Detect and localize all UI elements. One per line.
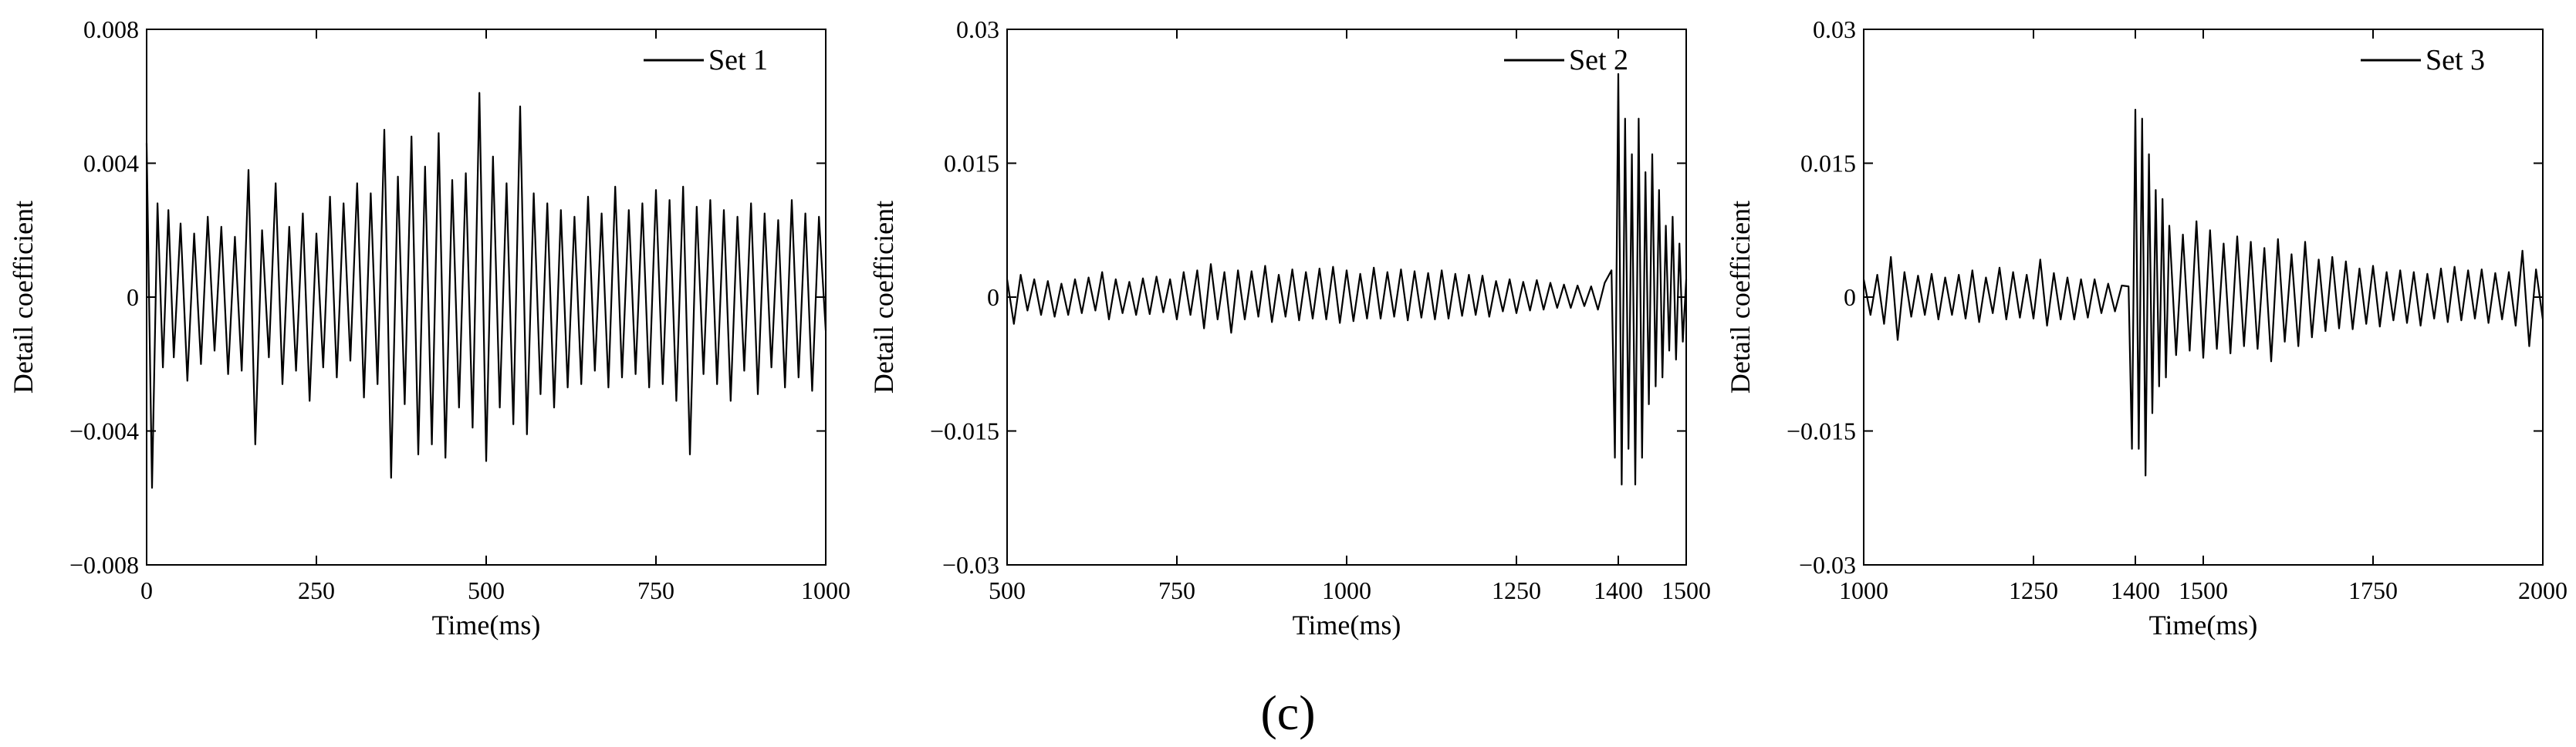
x-axis-label: Time(ms) [1293,610,1401,641]
y-tick-label: −0.03 [942,551,999,579]
y-tick-label: 0.015 [1800,150,1856,177]
y-axis-label: Detail coefficient [8,201,39,394]
series-line-3-1 [1862,109,2544,477]
legend-label: Set 3 [2426,44,2485,76]
x-tick-label: 1000 [1322,576,1371,604]
x-tick-label: 1250 [1492,576,1541,604]
y-tick-label: −0.004 [69,417,139,445]
x-tick-label: 1500 [2179,576,2228,604]
y-tick-label: 0.008 [83,15,139,43]
y-tick-label: 0.015 [944,150,999,177]
x-tick-label: 1000 [801,576,850,604]
panel-label: (c) [1260,685,1315,740]
chart-panel-2: 500 750 1000 1250 1400 1500 −0.03 −0.015 0 0.015 0… [868,15,1711,641]
y-tick-label: 0 [987,283,999,311]
y-tick-label: −0.015 [930,417,999,445]
x-tick-label: 750 [1158,576,1195,604]
legend-label: Set 1 [708,44,768,76]
x-tick-label: 250 [298,576,335,604]
x-axis-label: Time(ms) [2149,610,2258,641]
chart-panel-3: 1000 1250 1400 1500 1750 2000 −0.03 −0.015 0 0.01… [1725,15,2568,641]
plot-frame [1863,29,2544,566]
x-tick-label: 1500 [1662,576,1711,604]
y-tick-label: 0.03 [956,15,999,43]
y-axis-label: Detail coefficient [1725,201,1756,394]
x-tick-label: 500 [989,576,1026,604]
series-line-1-1 [145,92,827,489]
y-tick-label: −0.008 [69,551,139,579]
chart-panel-1: 0 250 500 750 1000 −0.008 −0.004 0 0.004 0.008 Tim… [8,15,850,641]
x-tick-label: 1250 [2009,576,2058,604]
y-tick-label: 0.03 [1813,15,1856,43]
y-axis-label: Detail coefficient [868,201,899,394]
y-tick-label: −0.03 [1799,551,1856,579]
y-tick-label: 0 [127,283,139,311]
series-line-2-1 [1006,73,1688,485]
x-tick-label: 1750 [2348,576,2398,604]
y-tick-label: 0.004 [83,150,139,177]
x-axis-label: Time(ms) [432,610,541,641]
legend-label: Set 2 [1569,44,1628,76]
plot-frame [1006,29,1687,566]
x-tick-label: 1400 [1594,576,1643,604]
x-tick-label: 750 [637,576,674,604]
x-tick-label: 2000 [2518,576,2568,604]
x-tick-label: 1000 [1839,576,1888,604]
x-tick-label: 1400 [2111,576,2160,604]
plot-frame [146,29,827,566]
x-tick-label: 0 [140,576,153,604]
y-tick-label: −0.015 [1787,417,1856,445]
y-tick-label: 0 [1844,283,1856,311]
x-tick-label: 500 [468,576,505,604]
